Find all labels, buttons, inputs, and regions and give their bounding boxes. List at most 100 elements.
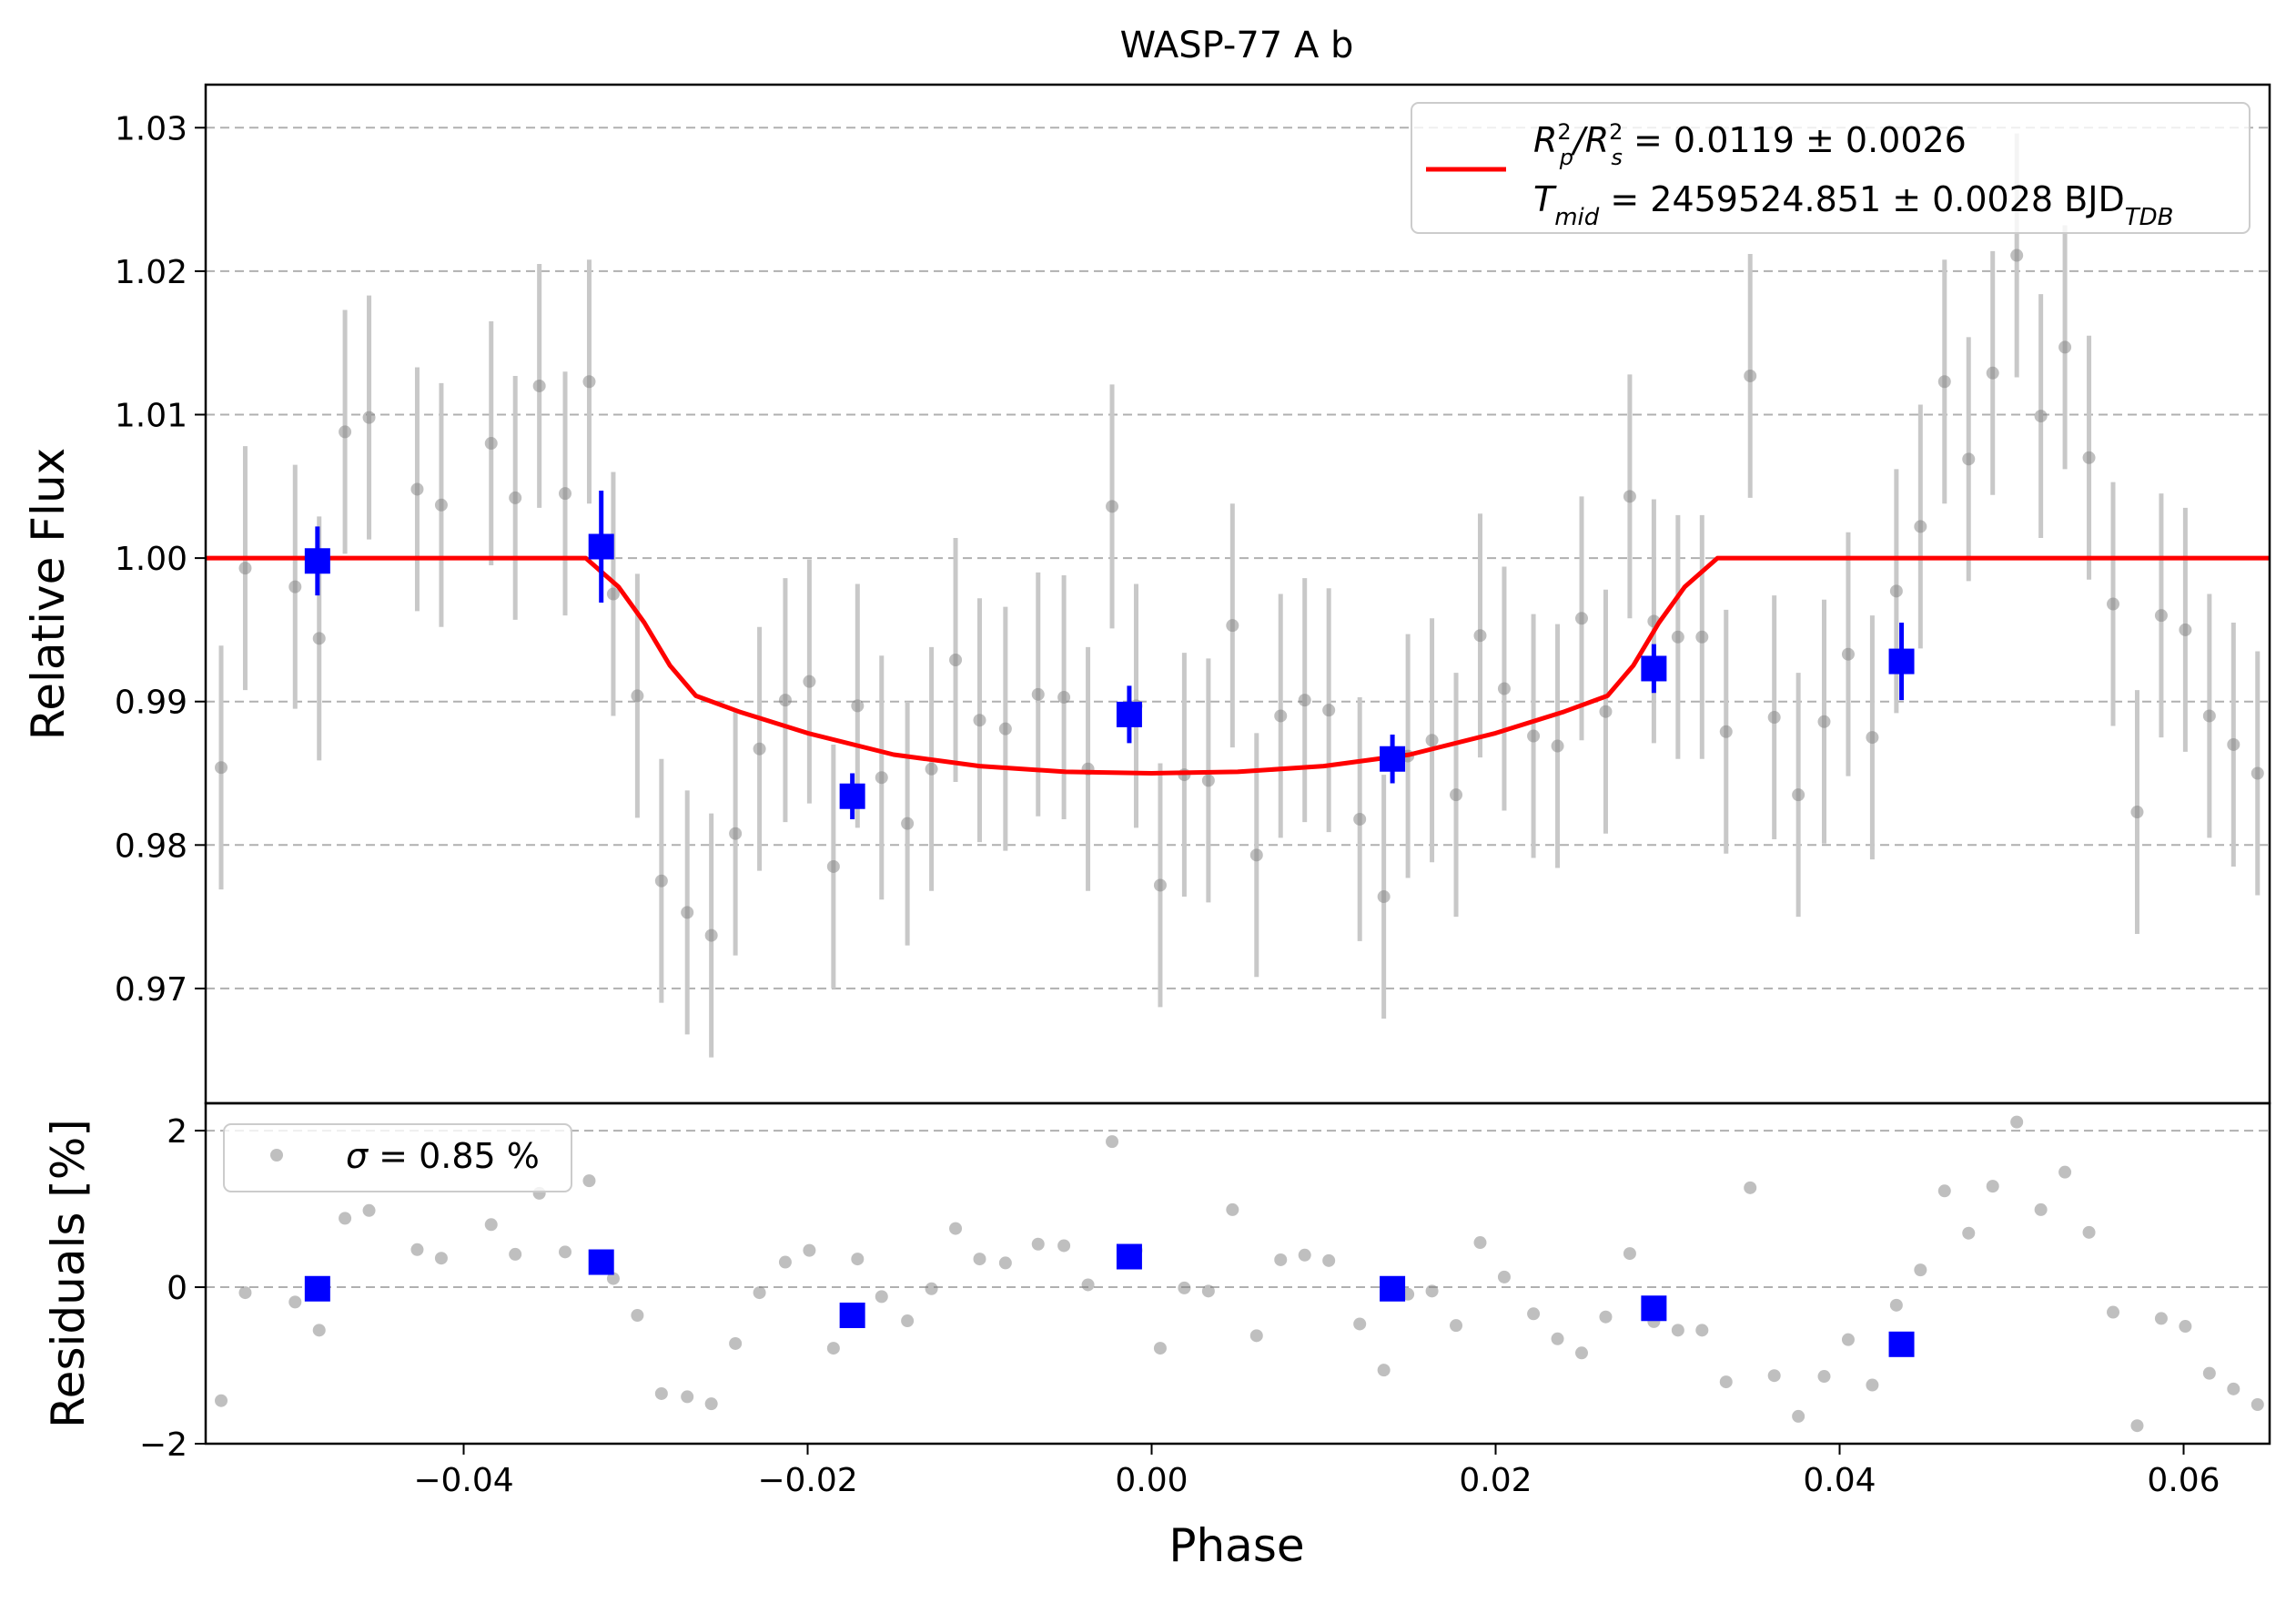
raw-residual-point bbox=[925, 1282, 938, 1295]
raw-residual-point bbox=[2250, 1398, 2264, 1412]
raw-point bbox=[1817, 715, 1831, 728]
x-tick-label: 0.04 bbox=[1803, 1462, 1876, 1499]
raw-point bbox=[973, 714, 986, 727]
legend-t-symbol: T bbox=[1533, 179, 1557, 219]
raw-residual-point bbox=[1377, 1364, 1391, 1377]
raw-residual-point bbox=[1178, 1281, 1191, 1294]
raw-point bbox=[1719, 725, 1733, 738]
raw-point bbox=[559, 487, 572, 501]
raw-point bbox=[1792, 788, 1805, 802]
raw-residual-point bbox=[1671, 1324, 1684, 1337]
bottom-y-tick-label: 0 bbox=[167, 1270, 187, 1307]
binned-point bbox=[304, 548, 330, 574]
raw-point bbox=[1914, 520, 1927, 533]
bottom-legend-box bbox=[223, 1123, 572, 1192]
raw-residual-point bbox=[1719, 1375, 1733, 1389]
top-legend: R2 p/R2 s = 0.0119 ± 0.0026 Tmid = 2459524… bbox=[1411, 102, 2250, 234]
legend-radius-value: = 0.0119 ± 0.0026 bbox=[1623, 120, 1967, 160]
raw-residual-point bbox=[1322, 1253, 1336, 1267]
raw-residual-point bbox=[288, 1295, 302, 1309]
raw-residual-point bbox=[1274, 1253, 1288, 1266]
raw-residual-point bbox=[949, 1222, 963, 1235]
binned-residual-point bbox=[1380, 1275, 1406, 1302]
raw-point bbox=[826, 859, 840, 873]
raw-residual-point bbox=[998, 1256, 1012, 1270]
raw-point bbox=[925, 762, 938, 776]
raw-point bbox=[1671, 630, 1684, 644]
raw-point bbox=[901, 817, 915, 830]
raw-point bbox=[582, 375, 596, 389]
raw-residual-point bbox=[2082, 1225, 2096, 1239]
raw-residual-point bbox=[2058, 1165, 2072, 1179]
raw-point bbox=[778, 694, 792, 707]
raw-point bbox=[753, 742, 766, 756]
bottom-legend: σ = 0.85 % bbox=[223, 1123, 572, 1192]
raw-residual-point bbox=[582, 1174, 596, 1188]
legend-sub-tdb: TDB bbox=[2125, 204, 2174, 231]
raw-residual-point bbox=[1914, 1263, 1927, 1277]
raw-point bbox=[1450, 788, 1463, 802]
raw-point bbox=[654, 874, 668, 888]
raw-residual-point bbox=[1695, 1324, 1709, 1337]
raw-point bbox=[509, 491, 522, 504]
top-y-tick-label: 0.99 bbox=[115, 685, 187, 722]
raw-point bbox=[2107, 597, 2120, 611]
raw-residual-point bbox=[1081, 1278, 1095, 1292]
raw-residual-point bbox=[901, 1314, 915, 1328]
top-y-tick-label: 1.02 bbox=[115, 254, 187, 291]
raw-point bbox=[2034, 410, 2048, 423]
raw-point bbox=[1527, 729, 1541, 743]
bottom-y-tick-label: 2 bbox=[167, 1113, 187, 1151]
raw-residual-point bbox=[509, 1247, 522, 1261]
raw-residual-point bbox=[1201, 1284, 1215, 1298]
binned-residual-point bbox=[1116, 1243, 1142, 1270]
raw-point bbox=[1298, 694, 1311, 707]
raw-point bbox=[1377, 890, 1391, 904]
raw-residual-point bbox=[631, 1308, 644, 1322]
raw-point bbox=[1599, 705, 1613, 718]
raw-residual-point bbox=[826, 1342, 840, 1355]
raw-residual-point bbox=[434, 1252, 448, 1265]
bottom-y-axis-label: Residuals [%] bbox=[42, 1119, 95, 1428]
raw-residual-point bbox=[2010, 1115, 2024, 1129]
top-y-tick-label: 0.98 bbox=[115, 827, 187, 865]
raw-point bbox=[339, 425, 352, 439]
raw-point bbox=[2202, 709, 2216, 723]
raw-point bbox=[312, 632, 326, 645]
raw-residual-point bbox=[2107, 1305, 2120, 1319]
binned-residual-point bbox=[839, 1302, 865, 1328]
raw-point bbox=[238, 562, 252, 575]
raw-point bbox=[949, 653, 963, 666]
top-legend-label-radius-ratio: R2 p/R2 s = 0.0119 ± 0.0026 bbox=[1533, 119, 1967, 170]
legend-sub-s: s bbox=[1611, 145, 1623, 170]
raw-point bbox=[1153, 878, 1167, 892]
raw-point bbox=[1962, 452, 1976, 466]
raw-residual-point bbox=[238, 1286, 252, 1300]
raw-point bbox=[1575, 612, 1588, 625]
raw-residual-point bbox=[2130, 1419, 2144, 1433]
raw-point bbox=[2082, 451, 2096, 464]
raw-residual-point bbox=[803, 1243, 816, 1257]
raw-residual-point bbox=[559, 1245, 572, 1259]
raw-point bbox=[1057, 690, 1071, 704]
legend-sup-2: 2 bbox=[1609, 119, 1623, 145]
model-line bbox=[206, 555, 2270, 776]
binned-point bbox=[588, 533, 614, 560]
raw-point bbox=[2179, 623, 2192, 636]
raw-residual-point bbox=[312, 1324, 326, 1337]
raw-point bbox=[681, 906, 694, 919]
raw-residual-point bbox=[729, 1336, 743, 1350]
raw-point bbox=[729, 827, 743, 840]
raw-point bbox=[1767, 711, 1781, 725]
raw-point bbox=[215, 761, 228, 775]
raw-point bbox=[1353, 812, 1367, 826]
bottom-legend-label: σ = 0.85 % bbox=[346, 1136, 540, 1176]
raw-point bbox=[2250, 766, 2264, 780]
raw-residual-point bbox=[681, 1390, 694, 1404]
raw-residual-point bbox=[1031, 1237, 1045, 1251]
raw-point bbox=[1744, 369, 1757, 382]
raw-residual-point bbox=[2202, 1366, 2216, 1380]
binned-residual-point bbox=[588, 1249, 614, 1275]
top-y-tick-label: 0.97 bbox=[115, 971, 187, 1009]
